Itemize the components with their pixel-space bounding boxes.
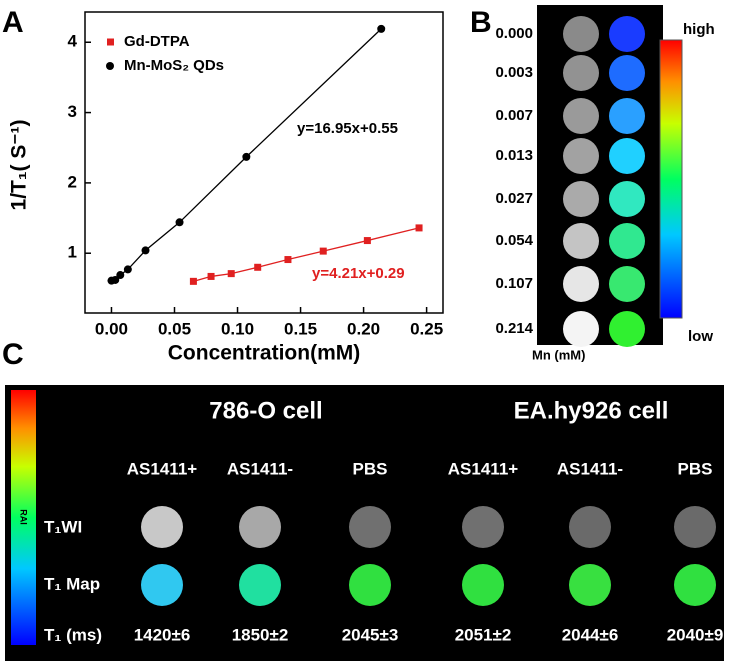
y-tick-label: 1 — [68, 243, 77, 262]
cell-value: 1420±6 — [134, 625, 191, 644]
point — [363, 237, 371, 245]
phantom-t1wi — [563, 16, 599, 52]
point — [111, 275, 120, 284]
phantom-t1wi — [563, 138, 599, 174]
point — [377, 24, 386, 33]
y-tick-label: 2 — [68, 172, 77, 191]
phantom-t1wi — [563, 223, 599, 259]
x-tick-label: 0.10 — [221, 319, 254, 338]
fit-equation: y=16.95x+0.55 — [297, 120, 398, 137]
phantom-map — [609, 223, 645, 259]
point — [254, 263, 262, 271]
point — [123, 265, 132, 274]
panel-label: C — [2, 338, 24, 371]
concentration-label: 0.107 — [495, 275, 533, 292]
column-header: PBS — [678, 459, 713, 478]
phantom-t1wi — [563, 266, 599, 302]
column-header: AS1411+ — [448, 459, 518, 478]
concentration-label: 0.000 — [495, 25, 533, 42]
legend-marker — [106, 62, 114, 70]
cell-map — [349, 564, 391, 606]
cell-t1wi — [569, 506, 611, 548]
column-header: PBS — [353, 459, 388, 478]
cell-t1wi — [141, 506, 183, 548]
fit-equation: y=4.21x+0.29 — [312, 265, 405, 282]
y-axis-title: 1/T₁( S⁻¹) — [8, 120, 31, 211]
x-tick-label: 0.20 — [347, 319, 380, 338]
point — [415, 224, 423, 232]
concentration-label: 0.013 — [495, 147, 533, 164]
x-tick-label: 0.05 — [158, 319, 191, 338]
cell-t1wi — [239, 506, 281, 548]
phantom-t1wi — [563, 181, 599, 217]
colorbar-low: low — [688, 328, 713, 345]
point — [227, 270, 235, 278]
group-title: EA.hy926 cell — [514, 397, 669, 424]
point — [116, 271, 125, 280]
phantom-map — [609, 16, 645, 52]
concentration-label: 0.027 — [495, 190, 533, 207]
x-tick-label: 0.15 — [284, 319, 317, 338]
phantom-t1wi — [563, 98, 599, 134]
group-title: 786-O cell — [209, 397, 322, 424]
colorbar-high: high — [683, 21, 715, 38]
cell-map — [141, 564, 183, 606]
cell-t1wi — [462, 506, 504, 548]
colorbar-label: RAI — [19, 509, 29, 525]
phantom-t1wi — [563, 311, 599, 347]
phantom-map — [609, 98, 645, 134]
cell-value: 2051±2 — [455, 625, 512, 644]
concentration-label: 0.214 — [495, 320, 533, 337]
row-label: T₁ Map — [44, 574, 100, 593]
colorbar — [11, 390, 36, 645]
phantom-map — [609, 181, 645, 217]
point — [189, 277, 197, 285]
legend-label: Mn-MoS₂ QDs — [124, 57, 224, 74]
row-label: T₁ (ms) — [44, 625, 102, 644]
y-tick-label: 4 — [68, 32, 78, 51]
phantom-map — [609, 55, 645, 91]
cell-t1wi — [349, 506, 391, 548]
cell-map — [674, 564, 716, 606]
column-header: AS1411- — [557, 459, 623, 478]
panel-label: B — [470, 6, 492, 39]
panel-label: A — [2, 6, 24, 39]
cell-map — [462, 564, 504, 606]
legend-label: Gd-DTPA — [124, 33, 190, 50]
cell-map — [569, 564, 611, 606]
cell-t1wi — [674, 506, 716, 548]
x-tick-label: 0.25 — [410, 319, 443, 338]
point — [242, 152, 251, 161]
phantom-t1wi — [563, 55, 599, 91]
point — [319, 247, 327, 255]
y-tick-label: 3 — [68, 102, 77, 121]
point — [141, 246, 150, 255]
point — [284, 256, 292, 264]
cell-value: 2040±9 — [667, 625, 724, 644]
concentration-label: 0.054 — [495, 232, 533, 249]
phantom-map — [609, 311, 645, 347]
cell-value: 1850±2 — [232, 625, 289, 644]
concentration-unit: Mn (mM) — [532, 347, 585, 362]
point — [175, 218, 184, 227]
row-label: T₁WI — [44, 517, 82, 536]
column-header: AS1411+ — [127, 459, 197, 478]
cell-value: 2045±3 — [342, 625, 399, 644]
phantom-map — [609, 138, 645, 174]
phantom-map — [609, 266, 645, 302]
x-axis-title: Concentration(mM) — [168, 342, 361, 365]
column-header: AS1411- — [227, 459, 293, 478]
concentration-label: 0.007 — [495, 107, 533, 124]
legend-marker — [107, 38, 114, 46]
colorbar — [659, 39, 683, 319]
cell-map — [239, 564, 281, 606]
phantom-image — [537, 5, 663, 345]
cell-value: 2044±6 — [562, 625, 619, 644]
plot-frame — [84, 11, 444, 314]
point — [207, 272, 215, 280]
x-tick-label: 0.00 — [95, 319, 128, 338]
concentration-label: 0.003 — [495, 64, 533, 81]
